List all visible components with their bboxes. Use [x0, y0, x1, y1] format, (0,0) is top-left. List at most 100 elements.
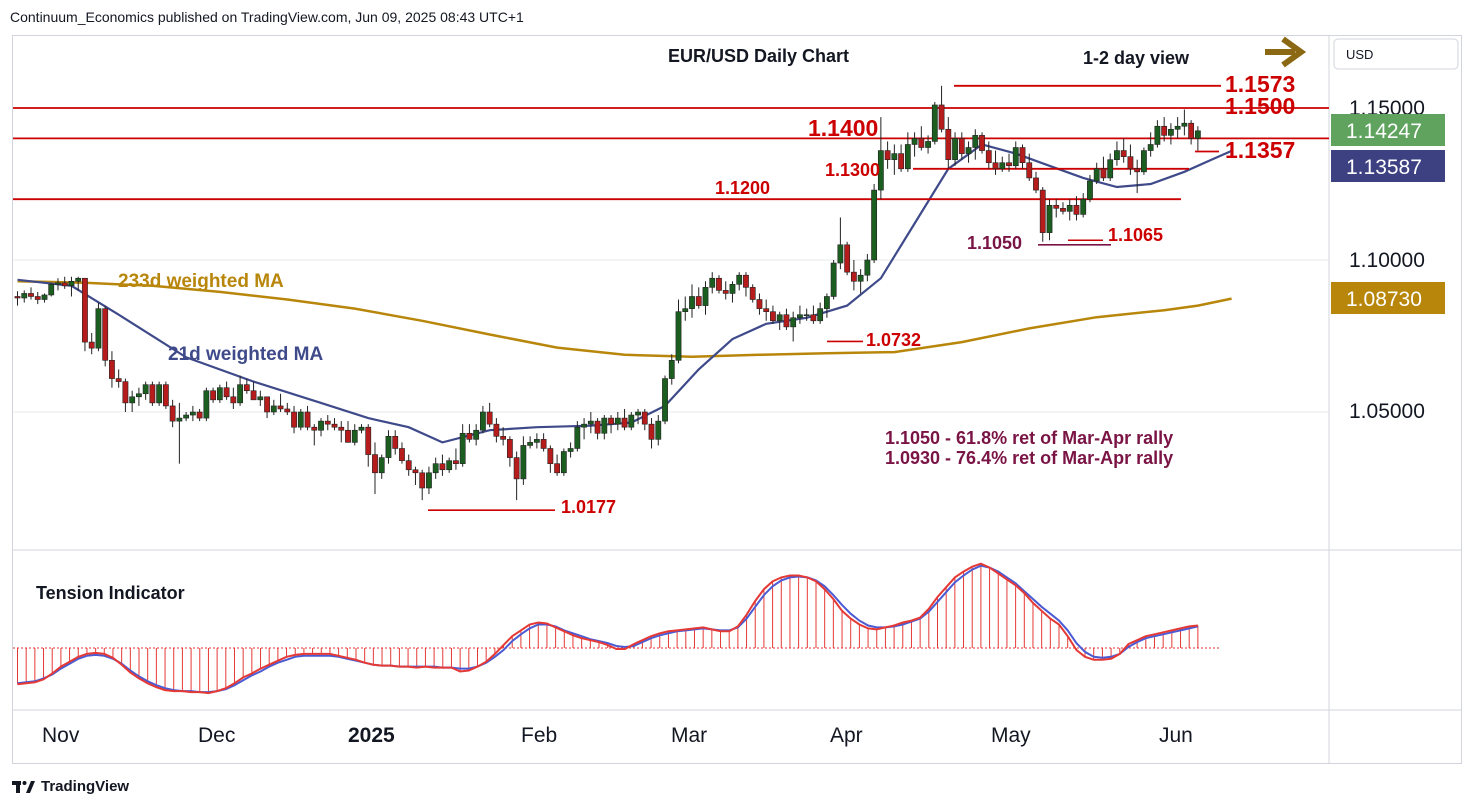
candle — [142, 381, 149, 400]
ma233-value: 1.08730 — [1346, 288, 1422, 311]
candle — [480, 405, 486, 434]
candle — [169, 399, 176, 428]
candle-body — [972, 135, 979, 148]
marker-lines — [428, 239, 1111, 511]
x-label-mar: Mar — [671, 724, 707, 747]
candle-body — [68, 280, 75, 287]
candle — [162, 381, 169, 409]
candle — [351, 424, 358, 446]
candle — [1167, 123, 1174, 145]
candle — [1127, 144, 1134, 175]
candle — [136, 387, 142, 406]
candle — [716, 275, 722, 294]
candle — [324, 415, 331, 431]
candle-body — [291, 411, 297, 428]
candle — [554, 454, 560, 476]
candle — [399, 442, 405, 464]
candle — [88, 332, 95, 355]
candle-body — [149, 384, 156, 404]
candle — [61, 276, 68, 289]
candle-body — [830, 262, 837, 297]
candle — [1141, 147, 1147, 175]
candle — [810, 305, 817, 324]
candle-body — [520, 445, 527, 480]
candle — [648, 418, 655, 449]
candle — [55, 278, 61, 291]
last-price-badge: 1.14247 — [1331, 114, 1445, 146]
marker-label-11050: 1.1050 — [967, 233, 1022, 253]
candle-body — [837, 244, 844, 264]
candle — [547, 445, 554, 473]
tension-signal-line — [17, 564, 1199, 694]
candle — [41, 293, 48, 303]
note-76-4: 1.0930 - 76.4% ret of Mar-Apr rally — [885, 448, 1173, 468]
candle-body — [594, 420, 601, 434]
candle — [1006, 153, 1012, 172]
candle — [837, 217, 844, 270]
candle — [473, 424, 480, 446]
candle-body — [189, 411, 196, 416]
candle-body — [358, 426, 365, 431]
candle-body — [351, 429, 358, 443]
candle-body — [115, 378, 122, 382]
candle — [203, 387, 210, 422]
candle-body — [918, 138, 925, 148]
candle-body — [466, 432, 473, 440]
candle-body — [533, 439, 540, 443]
marker-label-10177: 1.0177 — [561, 497, 616, 517]
ma21-badge: 1.13587 — [1331, 150, 1445, 182]
candle — [1026, 153, 1033, 181]
candle — [938, 85, 945, 133]
candle — [338, 421, 345, 443]
currency-button[interactable]: USD — [1333, 38, 1459, 70]
candle — [689, 284, 695, 318]
candle-body — [716, 277, 722, 291]
candle-body — [136, 393, 142, 398]
tradingview-brand[interactable]: TradingView — [12, 778, 129, 795]
candle-body — [331, 423, 338, 428]
candle — [1147, 132, 1154, 157]
candle — [291, 405, 297, 434]
candle — [749, 284, 756, 303]
candle-body — [803, 314, 810, 317]
candle — [1033, 171, 1039, 194]
ma21-layer — [17, 143, 1233, 444]
candle-body — [176, 417, 183, 422]
candle — [817, 302, 824, 324]
candle — [1161, 117, 1168, 142]
candle-body — [385, 436, 392, 458]
level-label-11573: 1.1573 — [1225, 71, 1295, 97]
ma21-line — [17, 143, 1233, 444]
candle — [243, 378, 250, 394]
level-label-11400: 1.1400 — [808, 115, 878, 141]
candle — [770, 305, 776, 324]
ma233-label: 233d weighted MA — [118, 271, 284, 292]
candle-body — [560, 451, 567, 474]
candle — [28, 287, 34, 300]
candle-body — [459, 432, 466, 464]
candle — [506, 436, 513, 467]
candle-body — [28, 293, 34, 297]
candle — [1188, 120, 1195, 145]
candle-body — [931, 104, 938, 142]
candle-body — [82, 277, 88, 343]
candle — [1060, 202, 1066, 215]
candle — [1019, 144, 1026, 169]
candle — [223, 381, 230, 400]
candle-body — [156, 384, 163, 404]
candle-body — [628, 414, 635, 428]
level-label-11500: 1.1500 — [1225, 93, 1295, 119]
candle-body — [891, 153, 898, 160]
candle-body — [1188, 122, 1195, 139]
candle — [493, 418, 500, 443]
candle-body — [270, 405, 277, 413]
candles — [14, 85, 1201, 501]
chart-svg[interactable]: EUR/USD Daily Chart 1-2 day view 1.1573 … — [13, 36, 1461, 763]
candle-body — [635, 411, 641, 416]
candle — [486, 402, 493, 428]
candle-body — [196, 411, 203, 419]
candle-body — [61, 282, 68, 287]
level-lines — [13, 84, 1329, 201]
candle-body — [122, 381, 129, 404]
candle — [904, 132, 911, 172]
